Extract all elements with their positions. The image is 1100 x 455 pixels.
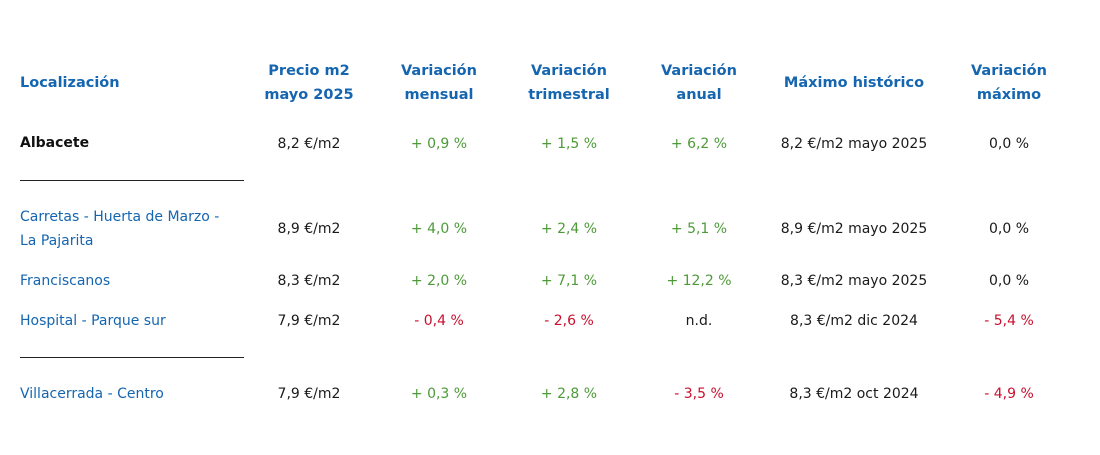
row-var-max: 0,0 % bbox=[988, 273, 1030, 289]
row-location: Villacerrada - Centro bbox=[20, 386, 164, 402]
row-price: 8,9 €/m2 bbox=[277, 221, 341, 237]
header-var-max: Variación máximo bbox=[948, 59, 1070, 107]
section-divider bbox=[20, 357, 244, 358]
row-price: 7,9 €/m2 bbox=[277, 386, 341, 402]
header-annual-line2: anual bbox=[676, 87, 722, 103]
header-var-max-line1: Variación bbox=[971, 63, 1047, 79]
row-location: Franciscanos bbox=[20, 273, 111, 289]
row-location: Hospital - Parque sur bbox=[20, 313, 166, 329]
row-var-max: 0,0 % bbox=[988, 136, 1030, 152]
row-price: 8,2 €/m2 bbox=[277, 136, 341, 152]
header-var-max-line2: máximo bbox=[976, 87, 1042, 103]
header-price-line1: Precio m2 bbox=[268, 63, 350, 79]
header-max-hist: Máximo histórico bbox=[783, 75, 925, 91]
row-max-hist: 8,9 €/m2 mayo 2025 bbox=[780, 221, 928, 237]
row-max-hist: 8,2 €/m2 mayo 2025 bbox=[780, 136, 928, 152]
row-location-line1: Carretas - Huerta de Marzo - bbox=[20, 209, 220, 225]
header-monthly-line1: Variación bbox=[401, 63, 477, 79]
row-var-max: - 4,9 % bbox=[984, 386, 1034, 402]
header-monthly-line2: mensual bbox=[404, 87, 474, 103]
row-quarterly: + 2,4 % bbox=[540, 221, 598, 237]
row-location-line2: La Pajarita bbox=[20, 233, 94, 249]
row-location: Carretas - Huerta de Marzo - La Pajarita bbox=[20, 205, 219, 253]
row-price: 7,9 €/m2 bbox=[277, 313, 341, 329]
row-quarterly: - 2,6 % bbox=[544, 313, 594, 329]
row-monthly: - 0,4 % bbox=[414, 313, 464, 329]
header-location: Localización bbox=[20, 75, 120, 91]
row-annual: + 12,2 % bbox=[666, 273, 732, 289]
row-var-max: 0,0 % bbox=[988, 221, 1030, 237]
row-monthly: + 0,9 % bbox=[410, 136, 468, 152]
row-var-max: - 5,4 % bbox=[984, 313, 1034, 329]
row-quarterly: + 1,5 % bbox=[540, 136, 598, 152]
header-monthly: Variación mensual bbox=[379, 59, 499, 107]
header-annual: Variación anual bbox=[639, 59, 759, 107]
row-monthly: + 2,0 % bbox=[410, 273, 468, 289]
row-quarterly: + 7,1 % bbox=[540, 273, 598, 289]
row-annual: - 3,5 % bbox=[674, 386, 724, 402]
row-quarterly: + 2,8 % bbox=[540, 386, 598, 402]
header-price-line2: mayo 2025 bbox=[264, 87, 354, 103]
header-annual-line1: Variación bbox=[661, 63, 737, 79]
row-max-hist: 8,3 €/m2 dic 2024 bbox=[790, 313, 918, 329]
row-price: 8,3 €/m2 bbox=[277, 273, 341, 289]
row-annual: n.d. bbox=[685, 313, 713, 329]
header-quarterly-line1: Variación bbox=[531, 63, 607, 79]
section-divider bbox=[20, 180, 244, 181]
row-monthly: + 0,3 % bbox=[410, 386, 468, 402]
row-max-hist: 8,3 €/m2 oct 2024 bbox=[789, 386, 919, 402]
row-location: Albacete bbox=[20, 135, 90, 151]
header-price: Precio m2 mayo 2025 bbox=[248, 59, 370, 107]
row-monthly: + 4,0 % bbox=[410, 221, 468, 237]
row-annual: + 6,2 % bbox=[670, 136, 728, 152]
header-quarterly: Variación trimestral bbox=[508, 59, 630, 107]
row-max-hist: 8,3 €/m2 mayo 2025 bbox=[780, 273, 928, 289]
header-quarterly-line2: trimestral bbox=[528, 87, 610, 103]
row-annual: + 5,1 % bbox=[670, 221, 728, 237]
